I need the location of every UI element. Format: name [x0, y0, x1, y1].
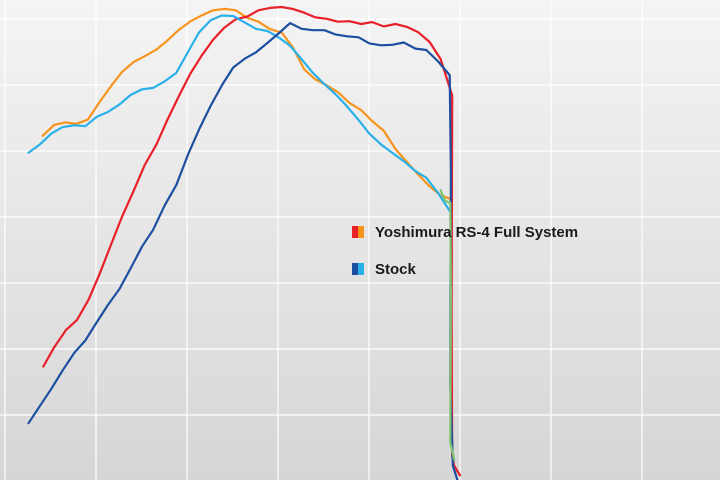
- legend: Yoshimura RS-4 Full System Stock: [352, 224, 578, 278]
- series-line-4: [439, 189, 456, 461]
- legend-swatch: [358, 226, 364, 238]
- series-line-3: [27, 22, 459, 480]
- legend-swatch: [358, 263, 364, 275]
- series-line-1: [42, 5, 462, 477]
- legend-swatch: [352, 263, 358, 275]
- series-line-2: [27, 14, 451, 212]
- legend-swatch: [352, 226, 358, 238]
- legend-label: Yoshimura RS-4 Full System: [375, 224, 578, 241]
- series-line-0: [41, 7, 454, 201]
- legend-label: Stock: [375, 261, 417, 278]
- series-layer: [27, 5, 462, 480]
